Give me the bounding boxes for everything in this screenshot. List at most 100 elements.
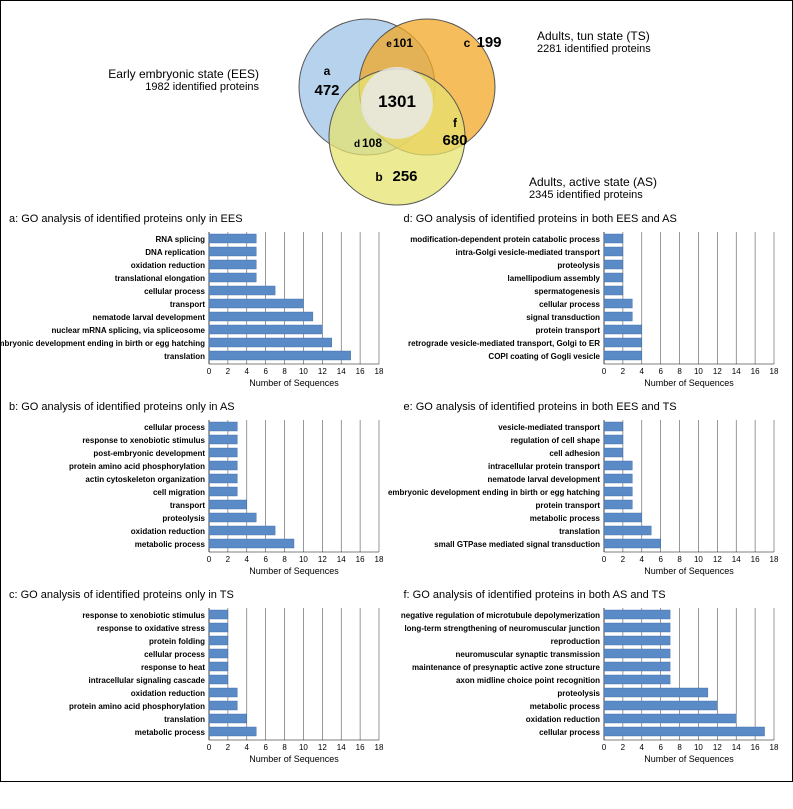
svg-text:Number of Sequences: Number of Sequences [644, 378, 734, 388]
svg-text:RNA splicing: RNA splicing [156, 235, 206, 244]
left-column: a: GO analysis of identified proteins on… [9, 207, 390, 771]
svg-text:modification-dependent protein: modification-dependent protein catabolic… [410, 235, 600, 244]
svg-text:2: 2 [226, 367, 231, 376]
svg-text:8: 8 [677, 555, 682, 564]
svg-text:4: 4 [245, 555, 250, 564]
chart-svg: 024681012141618vesicle-mediated transpor… [404, 416, 778, 578]
svg-text:6: 6 [263, 743, 268, 752]
svg-text:DNA replication: DNA replication [145, 248, 205, 257]
svg-text:oxidation reduction: oxidation reduction [131, 261, 205, 270]
svg-text:14: 14 [731, 743, 740, 752]
svg-text:neuromuscular synaptic transmi: neuromuscular synaptic transmission [455, 650, 600, 659]
chart-e: e: GO analysis of identified proteins in… [404, 401, 785, 583]
svg-text:2: 2 [620, 367, 625, 376]
svg-text:response to xenobiotic stimulu: response to xenobiotic stimulus [82, 436, 205, 445]
svg-text:10: 10 [693, 743, 702, 752]
svg-text:cellular process: cellular process [144, 650, 205, 659]
svg-text:protein amino acid phosphoryla: protein amino acid phosphorylation [69, 462, 205, 471]
svg-text:metabolic process: metabolic process [135, 540, 206, 549]
svg-text:c: c [463, 36, 470, 50]
svg-text:10: 10 [693, 367, 702, 376]
svg-text:14: 14 [337, 555, 346, 564]
svg-text:10: 10 [693, 555, 702, 564]
ees-label: Early embryonic state (EES) 1982 identif… [79, 67, 259, 95]
svg-text:nuclear mRNA splicing, via spl: nuclear mRNA splicing, via spliceosome [51, 326, 205, 335]
svg-text:6: 6 [263, 367, 268, 376]
as-sub: 2345 identified proteins [529, 189, 657, 202]
svg-text:10: 10 [299, 555, 308, 564]
svg-text:metabolic process: metabolic process [529, 702, 600, 711]
svg-text:metabolic process: metabolic process [135, 728, 206, 737]
svg-text:0: 0 [207, 367, 212, 376]
svg-text:lamellipodium assembly: lamellipodium assembly [507, 274, 600, 283]
svg-text:translation: translation [164, 352, 205, 361]
svg-text:8: 8 [677, 367, 682, 376]
svg-text:472: 472 [314, 82, 339, 99]
chart-title: c: GO analysis of identified proteins on… [9, 589, 390, 601]
venn-svg: 1301a472c199b256f680d108e101 [257, 7, 537, 207]
svg-text:Number of Sequences: Number of Sequences [249, 378, 339, 388]
svg-text:8: 8 [677, 743, 682, 752]
svg-text:16: 16 [356, 743, 365, 752]
svg-text:protein folding: protein folding [149, 637, 205, 646]
ts-title: Adults, tun state (TS) [537, 29, 651, 43]
svg-text:6: 6 [263, 555, 268, 564]
svg-text:oxidation reduction: oxidation reduction [131, 527, 205, 536]
svg-text:4: 4 [639, 743, 644, 752]
svg-text:199: 199 [476, 34, 501, 51]
svg-text:d: d [353, 139, 359, 150]
svg-text:14: 14 [337, 367, 346, 376]
svg-text:Number of Sequences: Number of Sequences [644, 566, 734, 576]
svg-text:4: 4 [639, 367, 644, 376]
svg-text:cell adhesion: cell adhesion [549, 449, 600, 458]
svg-text:6: 6 [658, 367, 663, 376]
svg-text:proteolysis: proteolysis [162, 514, 205, 523]
chart-title: e: GO analysis of identified proteins in… [404, 401, 785, 413]
ees-title: Early embryonic state (EES) [79, 67, 259, 81]
svg-text:post-embryonic development: post-embryonic development [93, 449, 205, 458]
chart-f: f: GO analysis of identified proteins in… [404, 589, 785, 771]
svg-text:cellular process: cellular process [539, 300, 600, 309]
svg-text:0: 0 [601, 367, 606, 376]
svg-text:spermatogenesis: spermatogenesis [534, 287, 600, 296]
svg-text:nematode larval development: nematode larval development [93, 313, 206, 322]
svg-text:translation: translation [164, 715, 205, 724]
svg-text:translational elongation: translational elongation [115, 274, 205, 283]
ts-label: Adults, tun state (TS) 2281 identified p… [537, 29, 651, 57]
chart-title: a: GO analysis of identified proteins on… [9, 213, 390, 225]
svg-text:COPI coating of Gogli vesicle: COPI coating of Gogli vesicle [488, 352, 600, 361]
svg-text:256: 256 [392, 168, 417, 185]
svg-text:a: a [323, 64, 330, 78]
chart-title: b: GO analysis of identified proteins on… [9, 401, 390, 413]
svg-text:12: 12 [712, 743, 721, 752]
figure-page: 1301a472c199b256f680d108e101 Early embry… [0, 0, 793, 782]
chart-svg: 024681012141618modification-dependent pr… [404, 228, 778, 390]
svg-text:1301: 1301 [378, 92, 416, 111]
svg-text:0: 0 [601, 555, 606, 564]
chart-a: a: GO analysis of identified proteins on… [9, 213, 390, 395]
svg-text:embryonic development ending i: embryonic development ending in birth or… [387, 488, 599, 497]
svg-text:10: 10 [299, 367, 308, 376]
svg-text:actin cytoskeleton organizatio: actin cytoskeleton organization [85, 475, 205, 484]
svg-text:0: 0 [207, 555, 212, 564]
svg-text:4: 4 [245, 367, 250, 376]
svg-text:translation: translation [559, 527, 600, 536]
svg-text:axon midline choice point reco: axon midline choice point recognition [455, 676, 599, 685]
svg-text:16: 16 [750, 555, 759, 564]
svg-text:negative regulation of microtu: negative regulation of microtubule depol… [400, 611, 599, 620]
svg-text:embryonic development ending i: embryonic development ending in birth or… [0, 339, 205, 348]
svg-text:nematode larval development: nematode larval development [487, 475, 600, 484]
svg-text:12: 12 [318, 367, 327, 376]
svg-text:intracellular protein transpor: intracellular protein transport [487, 462, 599, 471]
svg-text:response to oxidative stress: response to oxidative stress [97, 624, 206, 633]
ees-sub: 1982 identified proteins [79, 81, 259, 94]
svg-text:18: 18 [375, 367, 384, 376]
chart-svg: 024681012141618cellular processresponse … [9, 416, 383, 578]
svg-text:18: 18 [375, 743, 384, 752]
svg-text:maintenance of presynaptic act: maintenance of presynaptic active zone s… [411, 663, 600, 672]
svg-text:protein transport: protein transport [535, 326, 600, 335]
svg-text:protein transport: protein transport [535, 501, 600, 510]
chart-b: b: GO analysis of identified proteins on… [9, 401, 390, 583]
svg-text:response to xenobiotic stimulu: response to xenobiotic stimulus [82, 611, 205, 620]
svg-text:cell migration: cell migration [153, 488, 205, 497]
